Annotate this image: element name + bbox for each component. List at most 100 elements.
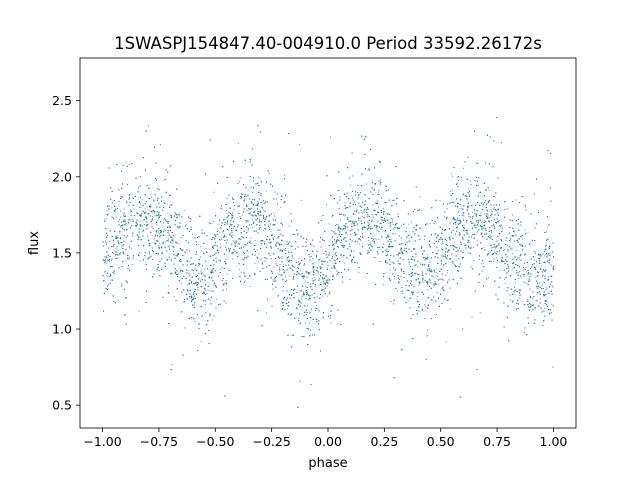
data-point: [535, 276, 537, 278]
data-point: [485, 162, 486, 164]
data-point: [189, 261, 191, 263]
data-point: [256, 249, 258, 251]
data-point: [490, 236, 492, 238]
data-point: [503, 278, 505, 280]
data-point: [528, 243, 530, 245]
data-point: [386, 201, 388, 203]
data-point: [200, 340, 202, 342]
data-point: [408, 259, 409, 260]
data-point: [520, 294, 522, 296]
data-point: [108, 284, 110, 286]
data-point: [158, 242, 160, 244]
data-point: [490, 204, 492, 206]
data-point: [240, 195, 242, 197]
data-point: [447, 270, 448, 271]
data-point: [179, 215, 180, 217]
data-point: [148, 209, 150, 211]
data-point: [368, 223, 370, 225]
data-point: [179, 276, 181, 278]
data-point: [423, 304, 425, 306]
data-point: [498, 224, 500, 226]
data-point: [450, 173, 452, 175]
data-point: [326, 267, 328, 269]
data-point: [494, 247, 496, 249]
data-point: [290, 245, 292, 247]
data-point: [340, 219, 341, 221]
data-point: [226, 197, 228, 199]
data-point: [230, 233, 232, 235]
data-point: [273, 212, 275, 214]
data-point: [310, 287, 311, 289]
data-point: [162, 202, 164, 204]
data-point: [535, 252, 537, 254]
data-point: [112, 266, 114, 267]
data-point: [487, 214, 489, 216]
data-point: [282, 290, 284, 292]
data-point: [113, 253, 115, 254]
scatter-points: [102, 117, 555, 408]
data-point: [458, 223, 459, 225]
data-point: [316, 305, 317, 307]
data-point: [252, 219, 254, 221]
data-point: [187, 283, 189, 285]
data-point: [518, 238, 520, 240]
data-point: [145, 212, 147, 214]
data-point: [546, 300, 548, 302]
data-point: [151, 235, 153, 237]
data-point: [493, 209, 495, 211]
data-point: [325, 282, 327, 284]
data-point: [200, 249, 202, 251]
data-point: [158, 217, 159, 219]
data-point: [221, 266, 223, 268]
data-point: [468, 216, 470, 218]
data-point: [401, 224, 402, 226]
data-point: [549, 283, 551, 285]
data-point: [193, 272, 195, 274]
data-point: [378, 212, 380, 213]
data-point: [426, 254, 428, 256]
data-point: [131, 264, 133, 266]
data-point: [341, 244, 343, 246]
data-point: [504, 249, 505, 251]
data-point: [237, 183, 239, 185]
data-point: [247, 230, 249, 232]
data-point: [106, 218, 108, 220]
data-point: [551, 304, 553, 306]
data-point: [378, 206, 380, 208]
data-point: [397, 290, 399, 292]
data-point: [463, 224, 465, 226]
data-point: [222, 231, 224, 233]
data-point: [336, 323, 338, 325]
data-point: [273, 266, 275, 268]
data-point: [370, 245, 372, 247]
data-point: [128, 259, 130, 261]
data-point: [522, 238, 524, 240]
data-point: [493, 261, 495, 263]
data-point: [392, 221, 393, 223]
data-point: [219, 231, 221, 233]
data-point: [378, 239, 380, 241]
data-point: [243, 226, 245, 227]
data-point: [278, 266, 280, 268]
data-point: [128, 219, 130, 221]
data-point: [514, 281, 516, 283]
data-point: [525, 267, 527, 268]
data-point: [415, 279, 417, 281]
data-point: [353, 214, 355, 215]
data-point: [104, 291, 106, 293]
data-point: [351, 228, 353, 230]
data-point: [545, 254, 547, 256]
data-point: [258, 253, 260, 255]
data-point: [484, 227, 486, 229]
data-point: [545, 289, 547, 291]
data-point: [141, 239, 143, 241]
data-point: [289, 290, 291, 292]
data-point: [250, 237, 252, 239]
data-point: [284, 247, 286, 249]
data-point: [364, 208, 366, 210]
data-point: [189, 220, 191, 222]
data-point: [273, 236, 275, 237]
data-point: [486, 203, 488, 205]
data-point: [482, 262, 484, 264]
